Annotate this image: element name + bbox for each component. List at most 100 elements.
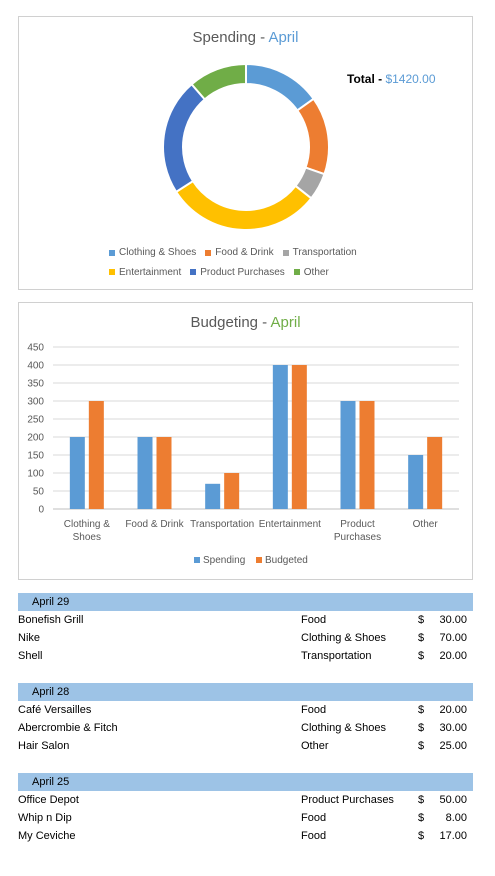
currency-symbol: $ <box>418 632 425 644</box>
transaction-category: Food <box>301 704 327 716</box>
legend-label: Transportation <box>292 247 357 258</box>
transaction-row[interactable]: Café Versailles Food $20.00 <box>18 701 473 719</box>
transaction-row[interactable]: Whip n Dip Food $8.00 <box>18 809 473 827</box>
bar-spending-clothing-shoes <box>69 437 85 509</box>
y-tick-label: 100 <box>27 469 44 480</box>
y-tick-label: 200 <box>27 433 44 444</box>
currency-symbol: $ <box>418 794 425 806</box>
x-tick-label: Entertainment <box>259 519 321 530</box>
currency-symbol: $ <box>418 740 425 752</box>
bar-spending-food-drink <box>137 437 153 509</box>
legend-label: Budgeted <box>265 555 308 566</box>
budgeting-title-month: April <box>270 314 301 331</box>
transaction-row[interactable]: Shell Transportation $20.00 <box>18 647 473 665</box>
transaction-name: Office Depot <box>18 794 79 806</box>
total-label: Total - <box>347 72 386 86</box>
legend-swatch <box>190 269 197 275</box>
x-tick-label: Clothing & <box>64 519 110 530</box>
bar-budgeted-clothing-shoes <box>88 401 104 509</box>
transaction-row[interactable]: Abercrombie & Fitch Clothing & Shoes $30.0… <box>18 719 473 737</box>
transaction-amount: 20.00 <box>439 704 467 716</box>
transaction-name: Abercrombie & Fitch <box>18 722 118 734</box>
y-tick-label: 350 <box>27 379 44 390</box>
bar-budgeted-transportation <box>224 473 240 509</box>
bar-spending-other <box>408 455 424 509</box>
x-tick-label: Transportation <box>190 519 254 530</box>
legend-item-clothing-shoes: Clothing & Shoes <box>109 247 196 258</box>
transaction-amount: 25.00 <box>439 740 467 752</box>
transaction-row[interactable]: Bonefish Grill Food $30.00 <box>18 611 473 629</box>
budgeting-chart-title: Budgeting - April <box>19 314 472 331</box>
spending-title-main: Spending - <box>192 29 269 46</box>
legend-item-entertainment: Entertainment <box>109 267 181 278</box>
transaction-category: Clothing & Shoes <box>301 632 386 644</box>
transaction-name: My Ceviche <box>18 830 76 842</box>
currency-symbol: $ <box>418 830 425 842</box>
legend-label: Product Purchases <box>200 266 285 278</box>
bar-spending-product-purchases <box>340 401 356 509</box>
transaction-category: Transportation <box>301 650 372 662</box>
bar-budgeted-other <box>427 437 443 509</box>
group-date-header: April 28 <box>18 683 473 701</box>
y-tick-label: 50 <box>33 487 45 498</box>
transaction-row[interactable]: Nike Clothing & Shoes $70.00 <box>18 629 473 647</box>
spending-total: Total - $1420.00 <box>347 72 436 86</box>
transaction-row[interactable]: My Ceviche Food $17.00 <box>18 827 473 845</box>
legend-swatch <box>109 269 115 275</box>
x-tick-label: Purchases <box>334 532 381 543</box>
legend-item-spending: Spending <box>194 555 245 566</box>
spending-chart-title: Spending - April <box>19 29 472 46</box>
transaction-row[interactable]: Office Depot Product Purchases $50.00 <box>18 791 473 809</box>
transaction-group: April 28 Café Versailles Food $20.00 Abercro… <box>18 683 473 755</box>
transaction-row[interactable]: Hair Salon Other $25.00 <box>18 737 473 755</box>
transaction-name: Hair Salon <box>18 740 70 752</box>
currency-symbol: $ <box>418 812 425 824</box>
currency-symbol: $ <box>418 722 425 734</box>
budgeting-chart-panel: Budgeting - April 0 50 100 150 200 250 300 350 4… <box>18 302 473 580</box>
transaction-amount: 8.00 <box>445 812 467 824</box>
donut-slice-entertainment <box>174 179 313 231</box>
y-tick-label: 300 <box>27 397 44 408</box>
legend-swatch <box>293 269 300 275</box>
spending-title-month: April <box>268 29 299 46</box>
total-value: $1420.00 <box>385 72 436 86</box>
transaction-name: Nike <box>18 632 41 644</box>
transaction-category: Food <box>301 830 327 842</box>
y-tick-label: 0 <box>38 505 44 516</box>
transaction-amount: 17.00 <box>439 830 467 842</box>
spending-donut-chart <box>162 62 330 231</box>
bar-budgeted-entertainment <box>291 365 307 509</box>
legend-swatch <box>256 557 262 563</box>
transaction-group: April 29 Bonefish Grill Food $30.00 Nike Clot… <box>18 593 473 665</box>
x-tick-label: Product <box>340 519 375 530</box>
bar-budgeted-food-drink <box>156 437 172 509</box>
x-tick-label: Other <box>413 519 439 530</box>
donut-slice-other <box>190 62 247 101</box>
spending-legend: Clothing & Shoes Food & Drink Transportati… <box>109 247 409 278</box>
transaction-category: Clothing & Shoes <box>301 722 386 734</box>
transaction-category: Food <box>301 614 327 626</box>
legend-item-product-purchases: Product Purchases <box>190 267 285 278</box>
legend-swatch <box>109 249 115 256</box>
legend-item-other: Other <box>293 266 329 278</box>
legend-item-food-drink: Food & Drink <box>205 247 274 258</box>
y-tick-label: 400 <box>27 361 44 372</box>
transaction-group: April 25 Office Depot Product Purchases $50… <box>18 773 473 845</box>
y-tick-label: 450 <box>27 343 44 354</box>
transaction-name: Bonefish Grill <box>18 614 84 626</box>
transaction-category: Other <box>301 740 329 752</box>
x-tick-label: Shoes <box>73 532 101 543</box>
transaction-amount: 50.00 <box>439 794 467 806</box>
transaction-amount: 30.00 <box>439 722 467 734</box>
transaction-name: Whip n Dip <box>18 812 72 824</box>
group-date-header: April 25 <box>18 773 473 791</box>
legend-item-transportation: Transportation <box>282 247 357 258</box>
legend-label: Other <box>303 266 329 278</box>
legend-swatch <box>282 249 289 256</box>
spending-chart-panel: Spending - April Total - $1420.00 Clothi… <box>18 16 473 290</box>
currency-symbol: $ <box>418 650 425 662</box>
transaction-amount: 20.00 <box>439 650 467 662</box>
transaction-category: Product Purchases <box>301 794 394 806</box>
y-tick-label: 250 <box>27 415 44 426</box>
bar-spending-entertainment <box>272 365 288 509</box>
